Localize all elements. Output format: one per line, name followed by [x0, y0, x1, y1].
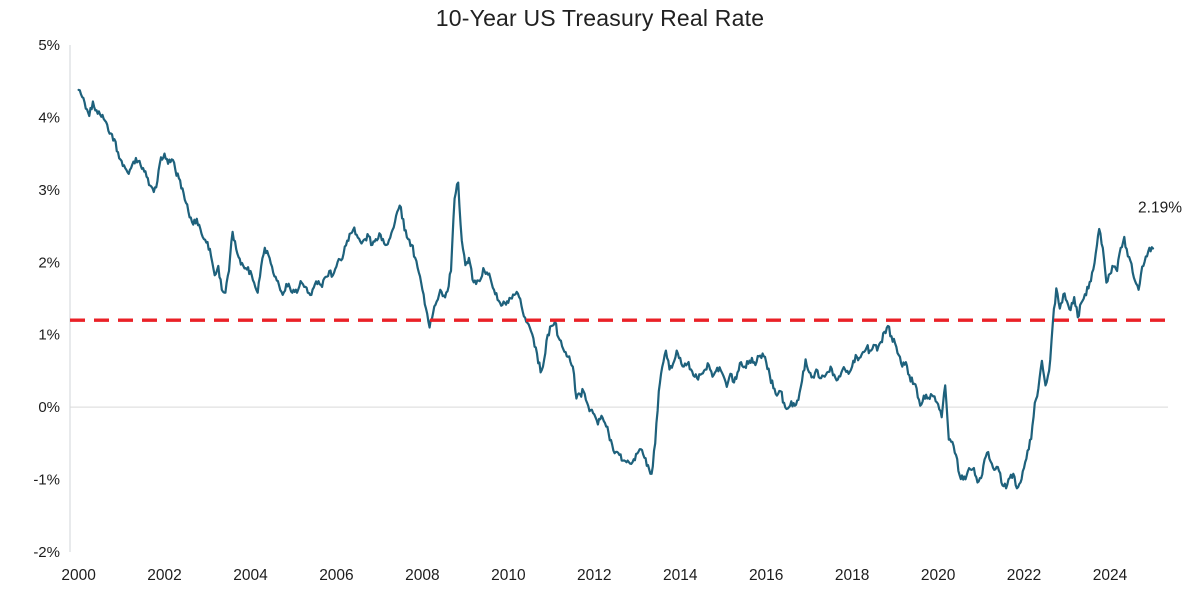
last-value-annotation: 2.19% [1138, 200, 1182, 217]
x-tick-label: 2022 [1007, 567, 1041, 584]
x-tick-label: 2004 [233, 567, 268, 584]
x-tick-label: 2014 [663, 567, 698, 584]
y-tick-label: -2% [33, 544, 60, 561]
x-tick-label: 2008 [405, 567, 439, 584]
x-tick-label: 2000 [61, 567, 96, 584]
y-tick-label: 2% [38, 254, 60, 271]
x-tick-label: 2020 [921, 567, 956, 584]
y-tick-label: 3% [38, 182, 60, 199]
x-tick-label: 2012 [577, 567, 611, 584]
x-tick-label: 2016 [749, 567, 783, 584]
x-tick-label: 2002 [147, 567, 181, 584]
x-tick-label: 2006 [319, 567, 353, 584]
y-tick-label: 1% [38, 327, 60, 344]
chart-title: 10-Year US Treasury Real Rate [435, 5, 765, 31]
y-tick-label: 0% [38, 399, 60, 416]
y-tick-label: -1% [33, 472, 60, 489]
x-tick-label: 2010 [491, 567, 526, 584]
x-tick-label: 2018 [835, 567, 869, 584]
y-tick-label: 5% [38, 37, 60, 54]
x-tick-label: 2024 [1093, 567, 1128, 584]
real-rate-line-series [77, 88, 1155, 490]
y-tick-label: 4% [38, 109, 60, 126]
